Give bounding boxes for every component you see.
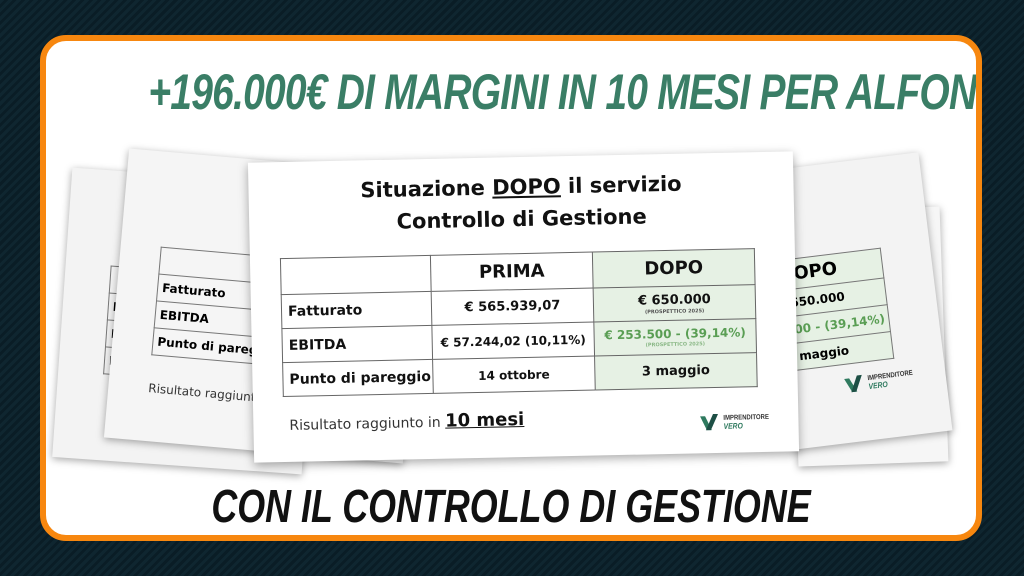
row-label: EBITDA (281, 325, 433, 363)
cell-dopo: 3 maggio (594, 352, 758, 391)
cell-prima: € 57.244,02 (10,11%) (431, 322, 595, 360)
check-v-logo-icon (701, 415, 717, 431)
footer-caption: CON IL CONTROLLO DI GESTIONE (211, 480, 811, 532)
cell-prima: € 565.939,07 (431, 288, 594, 326)
row-label: Fatturato (281, 291, 432, 329)
thumbnail-frame: +196.000€ DI MARGINI IN 10 MESI PER ALFO… (40, 35, 982, 541)
column-header-prima: PRIMA (430, 252, 594, 292)
cell-dopo: € 650.000 (PROSPETTICO 2025) (593, 284, 756, 323)
check-v-logo-icon (845, 376, 863, 394)
cell-prima: 14 ottobre (432, 356, 596, 394)
main-sheet: Situazione DOPO il servizio Controllo di… (247, 151, 800, 463)
cell-dopo: € 253.500 - (39,14%) (PROSPETTICO 2025) (593, 318, 757, 357)
result-text: Risultato raggiunto in 10 mesi (289, 409, 525, 434)
headline: +196.000€ DI MARGINI IN 10 MESI PER ALFO… (148, 64, 982, 120)
sheet-title: Situazione DOPO il servizio Controllo di… (360, 171, 682, 234)
column-header-dopo: DOPO (592, 248, 756, 289)
row-label: Punto di pareggio (282, 359, 434, 397)
comparison-table: PRIMA DOPO Fatturato € 565.939,07 € 650.… (280, 248, 758, 397)
